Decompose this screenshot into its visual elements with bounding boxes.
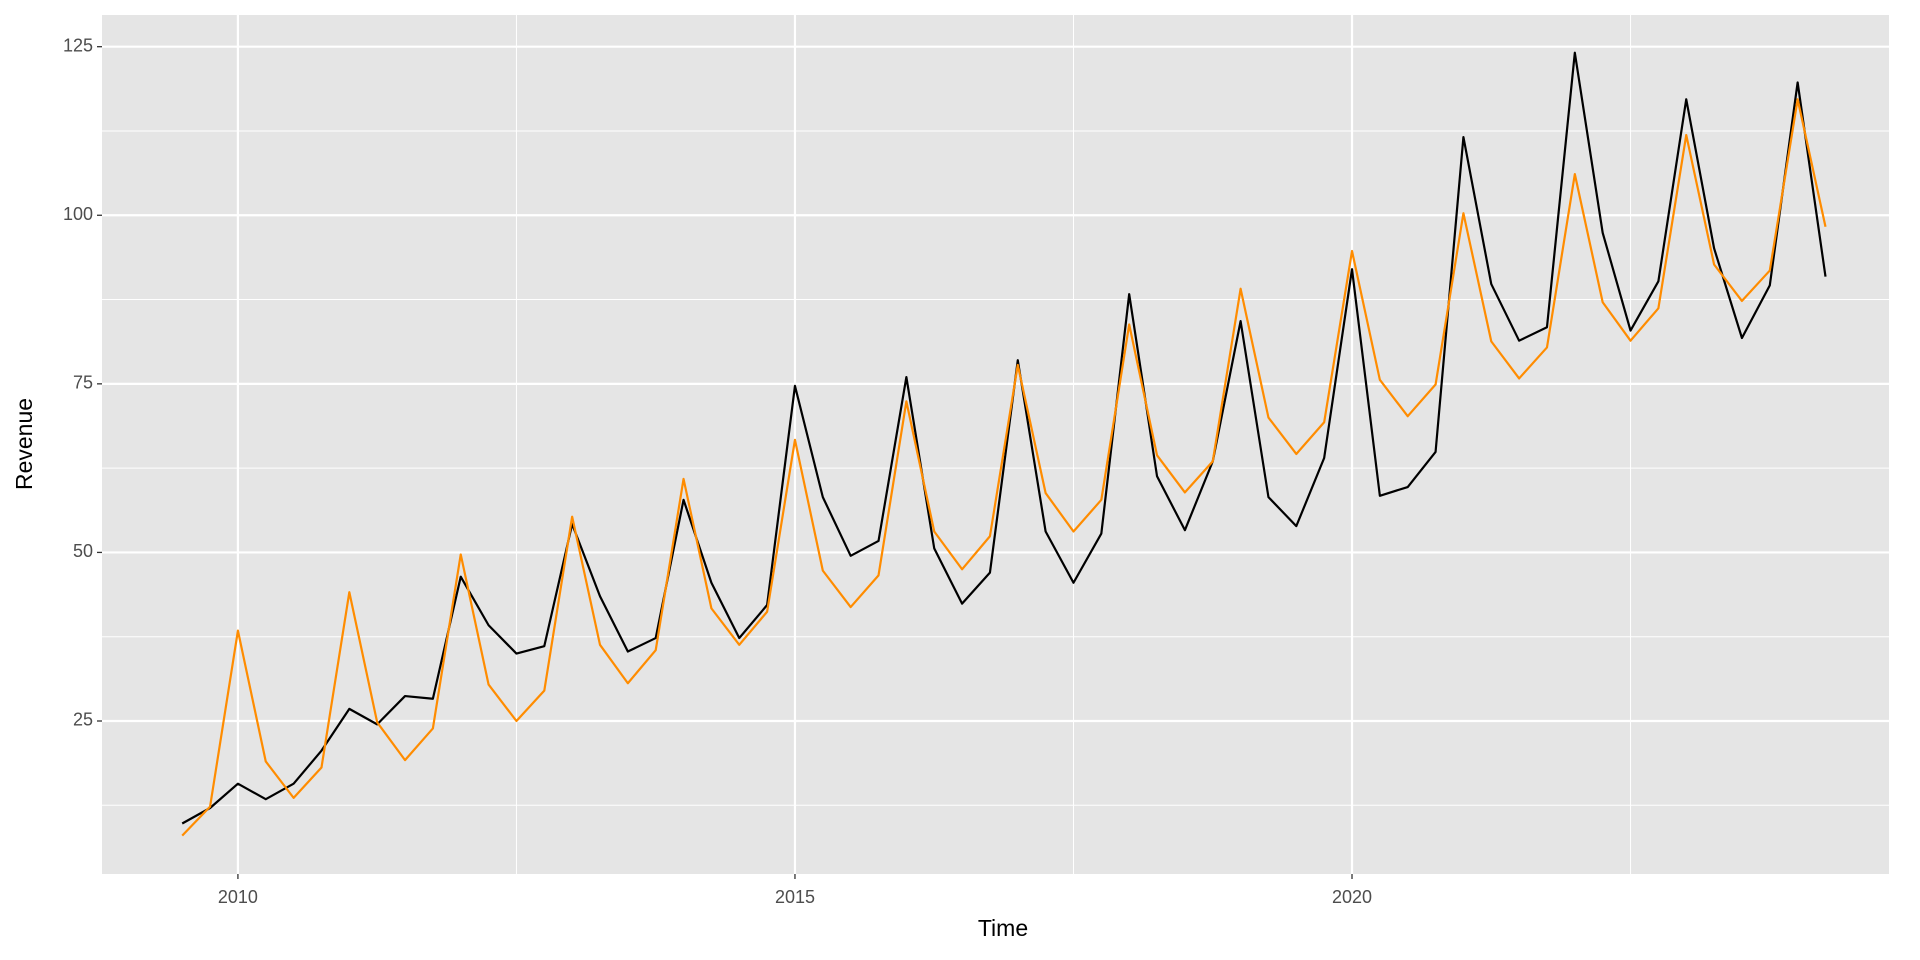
series-line xyxy=(181,98,1827,837)
x-axis-title: Time xyxy=(978,915,1028,941)
series-line xyxy=(181,51,1827,825)
y-tick-label: 75 xyxy=(73,373,93,393)
panel xyxy=(102,15,1889,874)
y-tick-label: 50 xyxy=(73,541,93,561)
y-tick-label: 25 xyxy=(73,710,93,730)
y-axis-title: Revenue xyxy=(11,398,37,490)
x-tick-label: 2015 xyxy=(775,887,815,907)
x-tick-label: 2010 xyxy=(218,887,258,907)
y-tick-label: 125 xyxy=(63,35,93,55)
x-tick-label: 2020 xyxy=(1332,887,1372,907)
y-tick-label: 100 xyxy=(63,204,93,224)
